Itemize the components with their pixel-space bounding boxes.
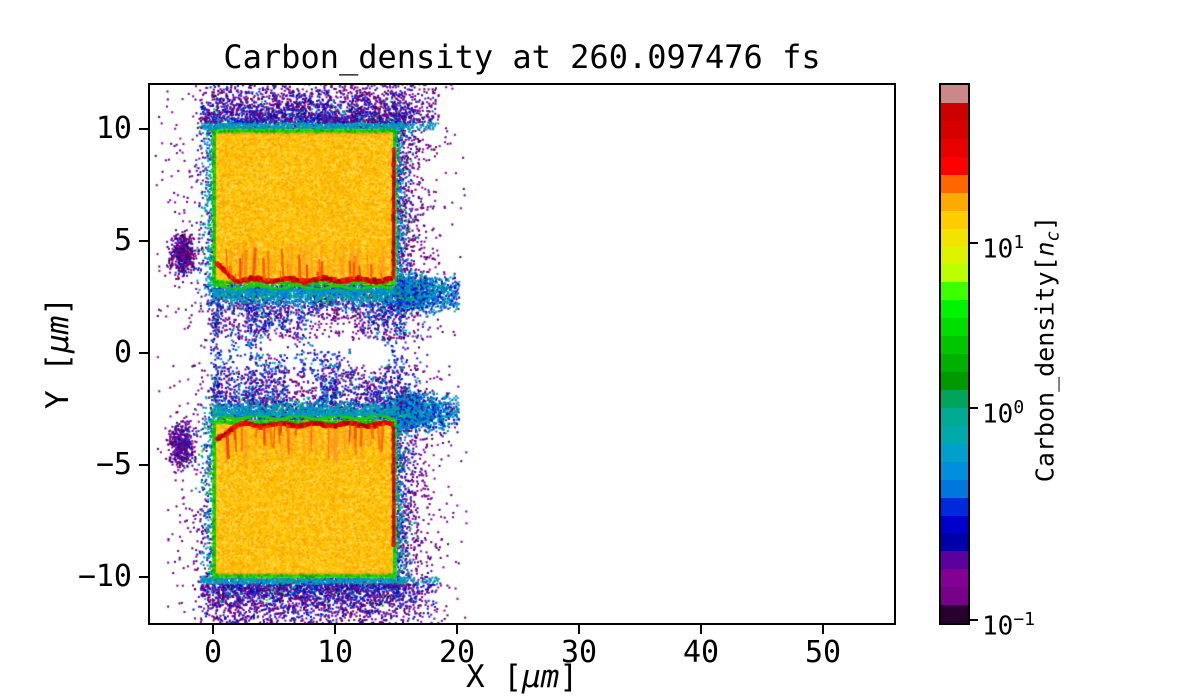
colorbar-segment [941,587,968,606]
colorbar-tick-label: 101 [982,227,1024,266]
colorbar-segment [941,515,968,534]
colorbar-segment [941,372,968,390]
x-tick-mark [578,625,580,634]
x-tick-mark [822,625,824,634]
colorbar-segment [941,282,968,301]
colorbar-segment [941,120,968,139]
colorbar-segment [941,425,968,444]
x-unit: μm [522,659,560,695]
colorbar-segment [941,318,968,337]
x-tick-label: 10 [316,635,354,670]
colorbar-segment [941,569,968,588]
y-tick-mark [139,464,148,466]
colorbar-segment [941,138,968,157]
plot-area [148,83,896,625]
colorbar-var-sub: c [1043,230,1064,242]
colorbar-label: Carbon_density[nc] [1030,215,1064,483]
colorbar-tick-base: 10 [982,234,1014,265]
colorbar-segment [941,336,968,355]
y-tick-mark [139,128,148,130]
x-tick-label: 0 [203,635,223,670]
y-tick-label: 10 [95,111,132,146]
y-tick-mark [139,352,148,354]
y-tick-label: −10 [77,559,132,594]
colorbar-tick-exponent: −1 [1013,608,1035,630]
colorbar-segment [941,300,968,319]
colorbar-segment [941,192,968,211]
colorbar-tick-exponent: 1 [1013,232,1025,254]
colorbar-tick-base: 10 [982,611,1014,642]
colorbar-segment [941,479,968,498]
colorbar-segment [941,443,968,462]
colorbar-segment [941,174,968,193]
y-tick-label: 0 [113,335,132,370]
colorbar-tick-label: 100 [982,392,1024,431]
x-tick-label: 30 [560,635,598,670]
x-tick-label: 20 [438,635,476,670]
plot-title: Carbon_density at 260.097476 fs [223,38,821,76]
colorbar-segment [941,551,968,570]
colorbar-segment [941,354,968,372]
y-tick-mark [139,576,148,578]
x-axis-label: X [μm] [466,659,578,695]
y-tick-label: −5 [95,447,132,482]
colorbar-tick-mark [970,242,978,245]
colorbar-segment [941,497,968,516]
colorbar-segment [941,264,968,283]
colorbar-segment [941,85,968,103]
density-field-canvas [150,85,894,623]
colorbar-var: n [1030,241,1060,257]
colorbar-segment [941,228,968,247]
y-tick-mark [139,240,148,242]
colorbar-segment [941,389,968,408]
colorbar-tick-exponent: 0 [1013,396,1025,418]
x-tick-mark [334,625,336,634]
colorbar-segment [941,605,968,624]
y-tick-label: 5 [113,223,132,258]
colorbar-tick-base: 10 [982,399,1014,430]
colorbar-segment [941,461,968,480]
colorbar-segment [941,156,968,175]
colorbar-segment [941,533,968,552]
colorbar-tick-mark [970,406,978,409]
colorbar-segment [941,246,968,265]
x-tick-label: 40 [682,635,720,670]
x-tick-mark [212,625,214,634]
colorbar-segment [941,210,968,229]
colorbar-tick-label: 10−1 [982,604,1035,643]
x-tick-label: 50 [804,635,842,670]
colorbar-segment [941,102,968,121]
x-tick-mark [456,625,458,634]
colorbar-segment [941,407,968,426]
colorbar-tick-mark [970,618,978,621]
colorbar [939,83,970,625]
x-tick-mark [700,625,702,634]
